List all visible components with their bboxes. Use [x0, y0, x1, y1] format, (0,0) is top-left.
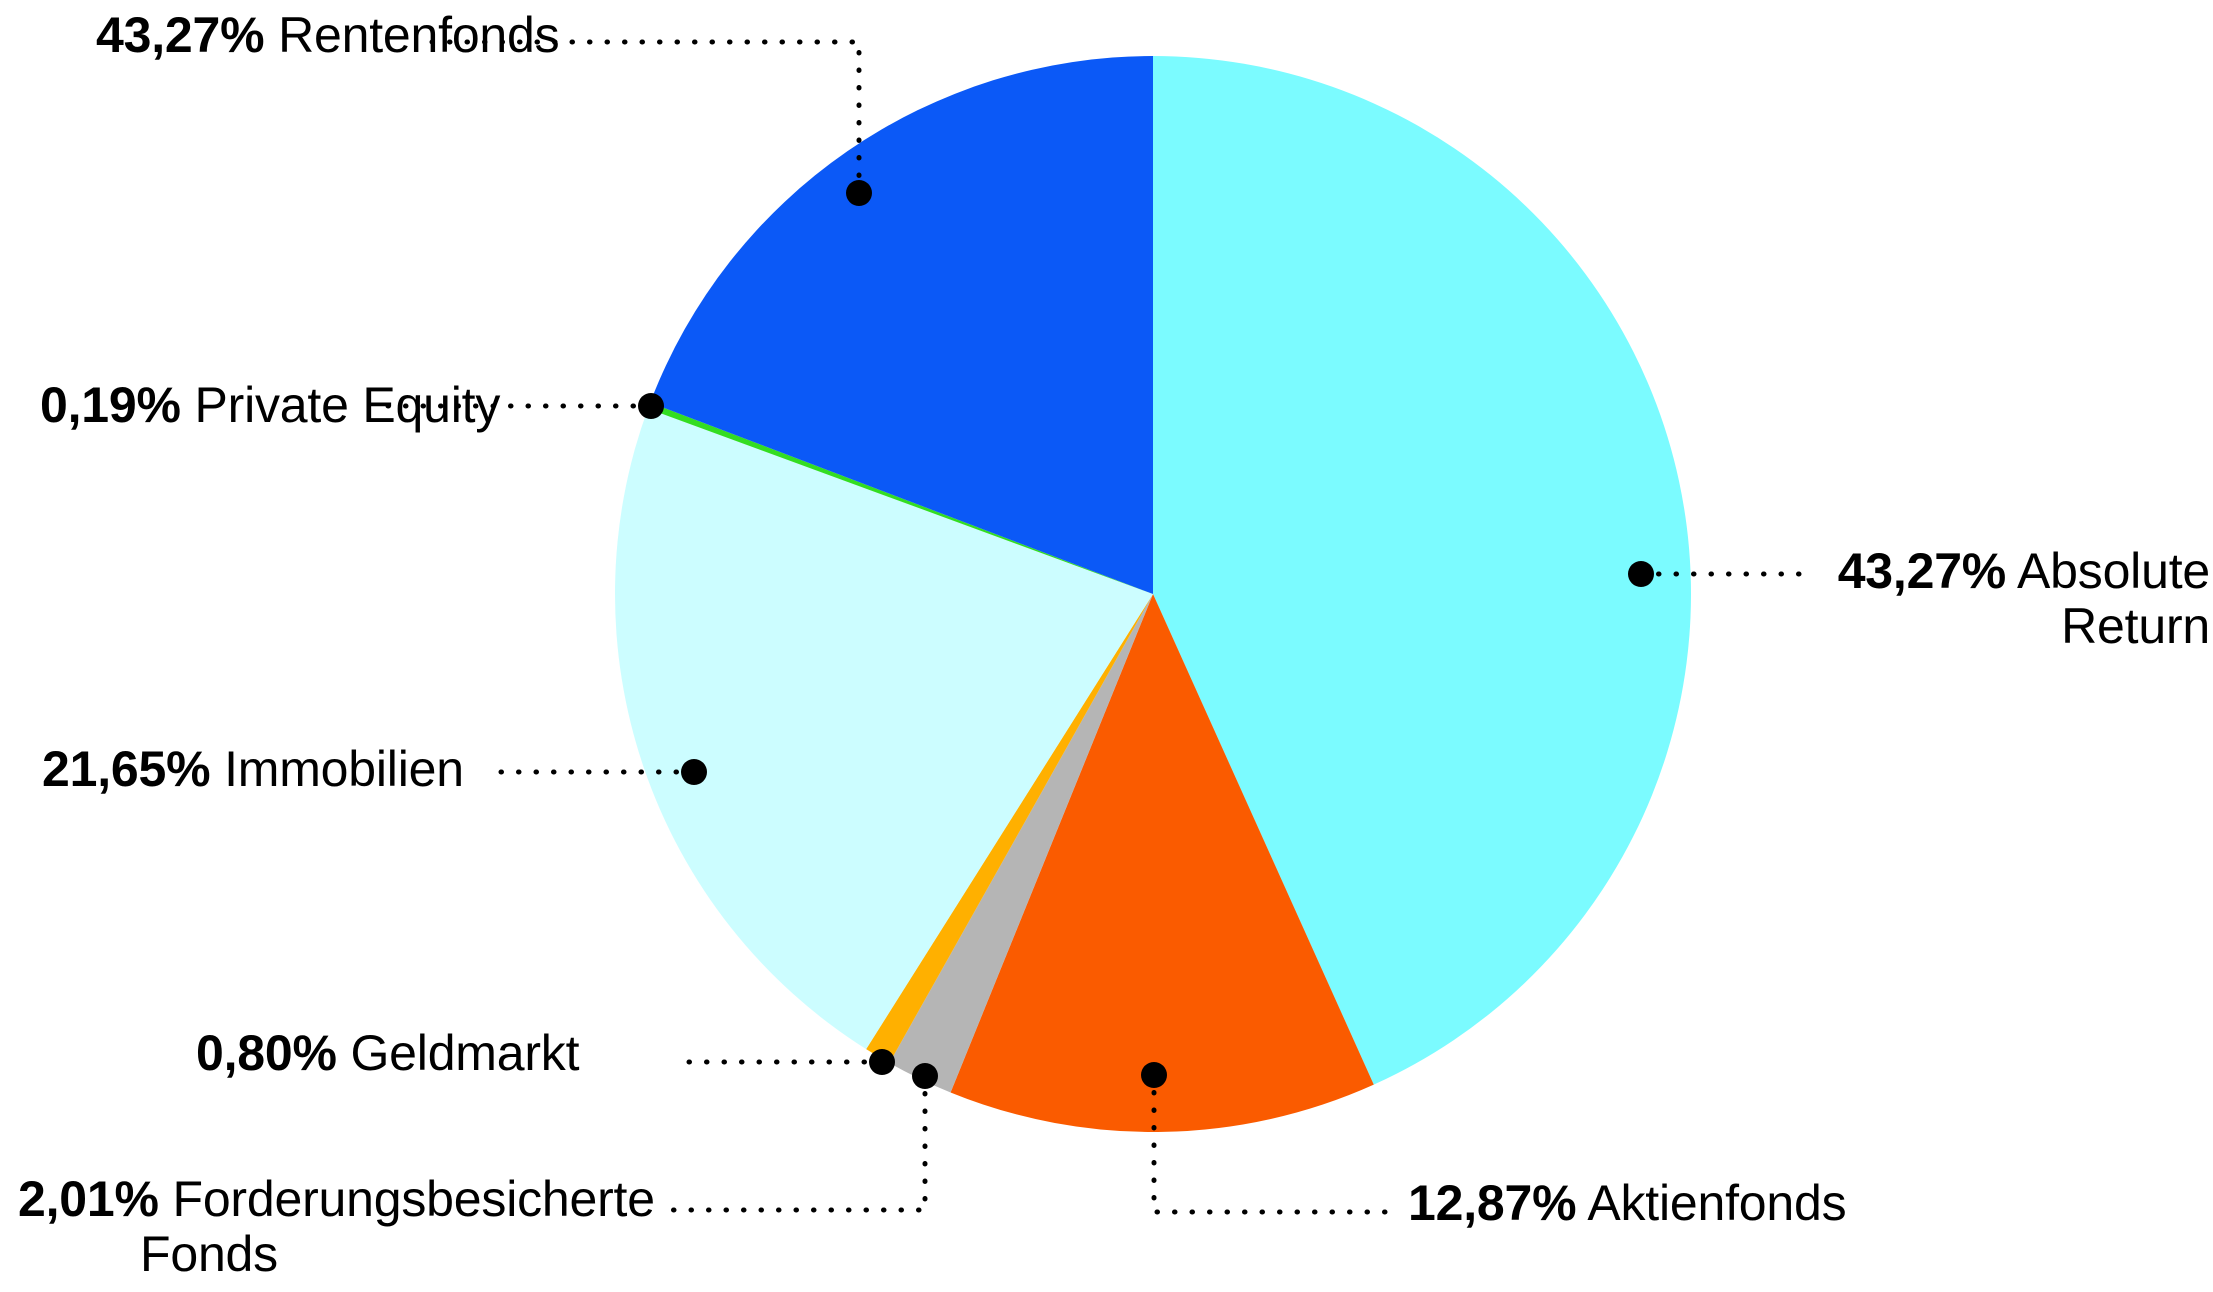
- pie-label-private-equity-percent: 0,19%: [40, 377, 181, 433]
- pie-label-absolute-return: 43,27% Absolute Return: [1810, 543, 2211, 654]
- leader-lines: [377, 39, 1803, 1215]
- pie-slices: [614, 56, 1691, 1132]
- pie-label-rentenfonds-percent: 43,27%: [96, 7, 265, 63]
- leader-dot-private-equity: [638, 393, 664, 419]
- leader-dot-aktienfonds: [1141, 1062, 1167, 1088]
- leader-dot-forderungsbesicherte-fonds: [912, 1063, 938, 1089]
- pie-slice-immobilien: [614, 408, 1153, 1050]
- pie-slice-geldmarkt: [866, 594, 1153, 1063]
- leader-dot-absolute-return: [1628, 561, 1654, 587]
- pie-slice-aktienfonds: [950, 594, 1374, 1132]
- pie-slice-rentenfonds: [650, 56, 1153, 594]
- leader-dots: [638, 180, 1654, 1089]
- pie-label-rentenfonds-name: Rentenfonds: [278, 7, 560, 63]
- pie-slice-absolute-return: [1153, 56, 1691, 1085]
- leader-dot-immobilien: [681, 759, 707, 785]
- pie-label-absolute-return-name-line2: Return: [2061, 598, 2210, 654]
- leader-dot-rentenfonds: [846, 180, 872, 206]
- pie-label-forderungsbesicherte-fonds: 2,01% Forderungsbesicherte Fonds: [18, 1172, 670, 1282]
- pie-label-geldmarkt: 0,80% Geldmarkt: [196, 1025, 580, 1081]
- pie-label-aktienfonds-name: Aktienfonds: [1587, 1175, 1847, 1231]
- leader-line-aktienfonds: [1151, 1072, 1395, 1215]
- pie-label-forderungsbesicherte-percent: 2,01%: [18, 1171, 159, 1227]
- pie-label-aktienfonds-percent: 12,87%: [1408, 1175, 1577, 1231]
- pie-label-private-equity: 0,19% Private Equity: [40, 378, 500, 433]
- pie-label-aktienfonds: 12,87% Aktienfonds: [1408, 1175, 1847, 1231]
- pie-label-absolute-return-percent: 43,27%: [1837, 543, 2007, 599]
- pie-slice-private-equity: [647, 402, 1153, 594]
- leader-line-forderungsbesicherte-fonds: [669, 1073, 928, 1213]
- pie-label-immobilien: 21,65% Immobilien: [42, 742, 464, 797]
- pie-label-geldmarkt-percent: 0,80%: [196, 1025, 337, 1081]
- pie-label-absolute-return-name: Absolute: [2017, 543, 2210, 599]
- pie-label-private-equity-name: Private Equity: [194, 377, 501, 433]
- pie-label-immobilien-percent: 21,65%: [42, 741, 211, 797]
- pie-label-geldmarkt-name: Geldmarkt: [350, 1025, 580, 1081]
- leader-dot-geldmarkt: [869, 1049, 895, 1075]
- pie-label-forderungsbesicherte-name-line2: Fonds: [140, 1226, 278, 1282]
- leader-line-rentenfonds: [422, 39, 862, 196]
- pie-slice-forderungsbesicherte-fonds: [889, 594, 1153, 1093]
- pie-label-rentenfonds: 43,27% Rentenfonds: [96, 7, 560, 63]
- pie-label-forderungsbesicherte-name: Forderungsbesicherte: [172, 1171, 655, 1227]
- pie-label-immobilien-name: Immobilien: [224, 741, 464, 797]
